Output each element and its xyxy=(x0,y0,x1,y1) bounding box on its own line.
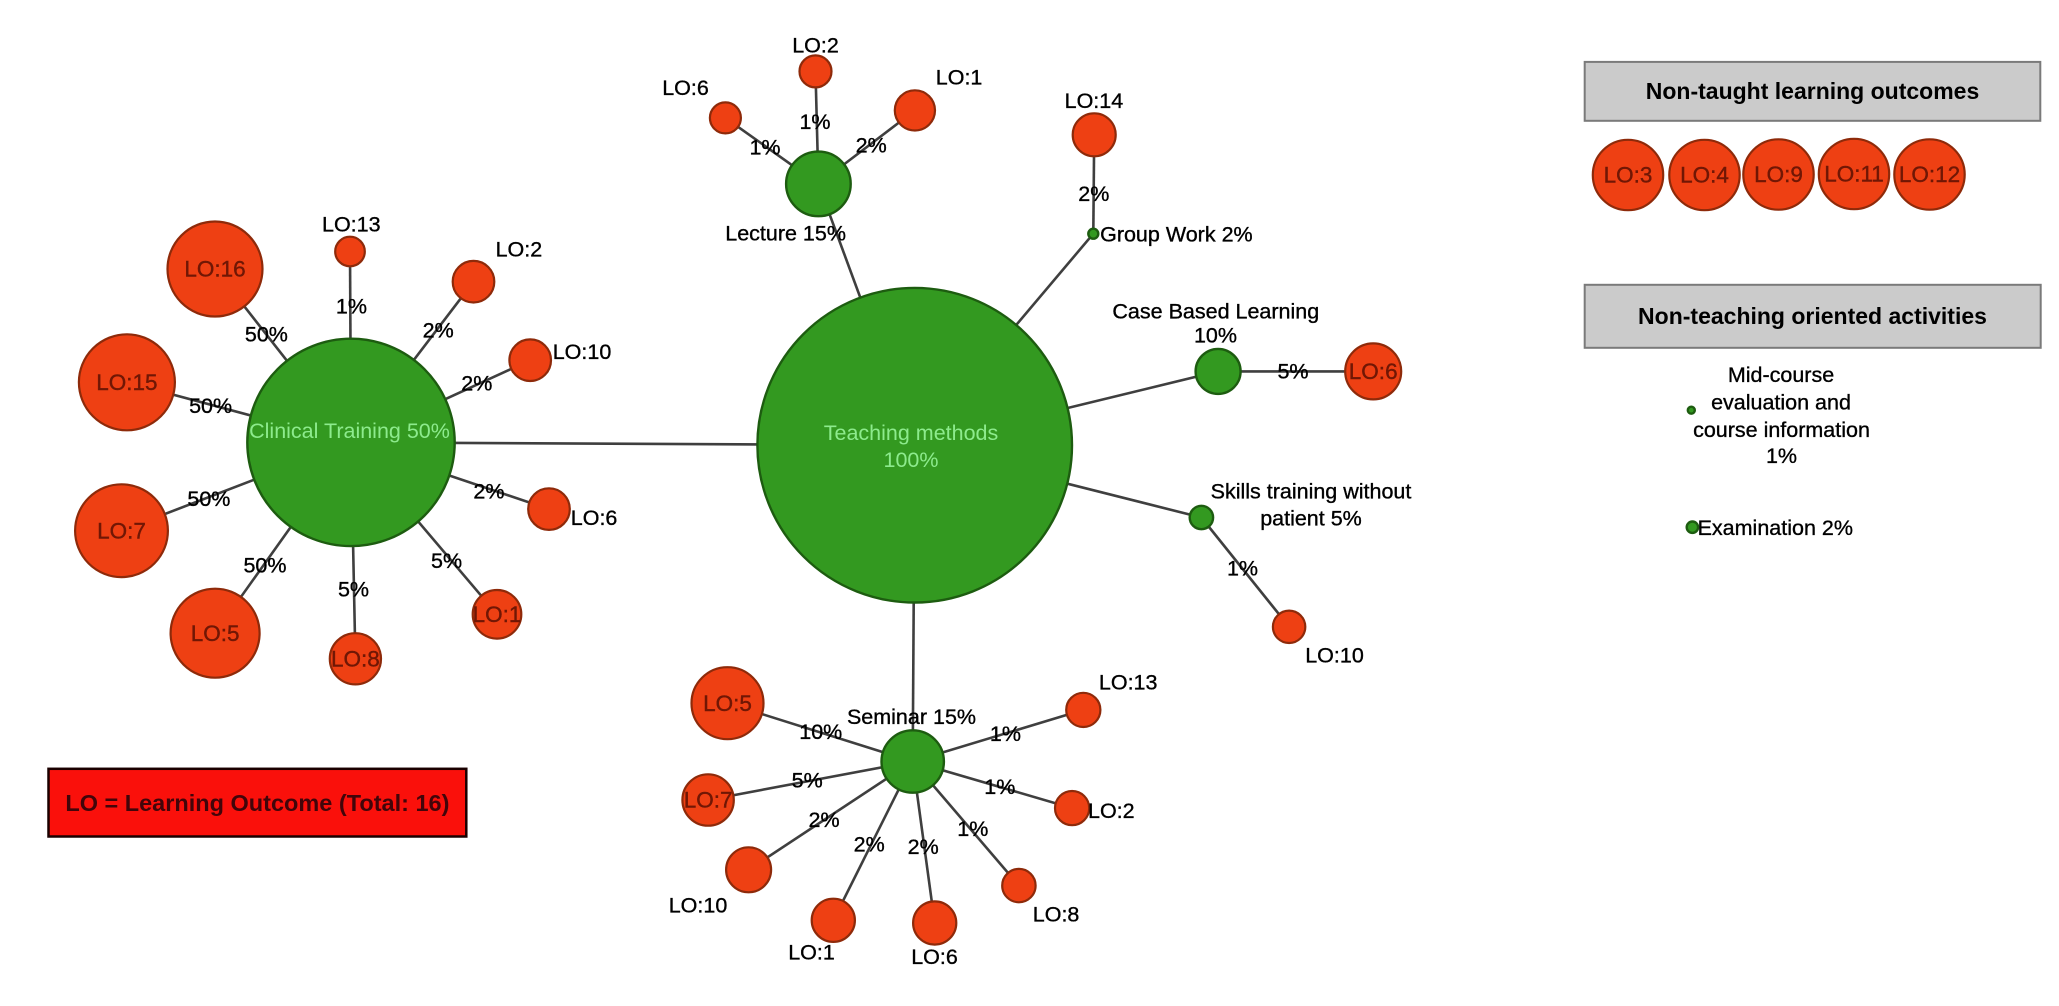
svg-text:10%: 10% xyxy=(799,720,842,744)
svg-text:Non-teaching oriented activiti: Non-teaching oriented activities xyxy=(1638,303,1987,329)
svg-text:LO:10: LO:10 xyxy=(1305,644,1364,668)
svg-text:LO:6: LO:6 xyxy=(662,76,709,100)
svg-text:LO:10: LO:10 xyxy=(669,893,728,917)
svg-text:patient 5%: patient 5% xyxy=(1260,507,1362,531)
svg-text:LO:9: LO:9 xyxy=(1754,162,1803,187)
svg-text:2%: 2% xyxy=(854,833,885,857)
svg-text:LO:6: LO:6 xyxy=(1349,359,1398,384)
svg-text:5%: 5% xyxy=(338,578,369,602)
svg-text:LO:12: LO:12 xyxy=(1899,162,1960,187)
svg-text:LO:7: LO:7 xyxy=(97,518,146,543)
svg-text:1%: 1% xyxy=(749,136,780,160)
svg-text:LO:8: LO:8 xyxy=(331,646,380,671)
svg-text:Mid-course: Mid-course xyxy=(1728,363,1834,387)
svg-text:LO:13: LO:13 xyxy=(1099,670,1158,694)
svg-text:evaluation and: evaluation and xyxy=(1711,391,1851,415)
svg-text:LO:11: LO:11 xyxy=(1824,162,1884,187)
svg-text:course information: course information xyxy=(1693,418,1870,442)
svg-text:2%: 2% xyxy=(423,319,454,343)
svg-text:Seminar 15%: Seminar 15% xyxy=(847,705,976,729)
svg-text:LO:8: LO:8 xyxy=(1033,902,1080,926)
svg-text:LO:5: LO:5 xyxy=(191,621,240,646)
svg-text:5%: 5% xyxy=(431,549,462,573)
svg-text:1%: 1% xyxy=(984,775,1015,799)
svg-text:100%: 100% xyxy=(884,448,939,472)
svg-text:2%: 2% xyxy=(856,134,887,158)
svg-text:Clinical Training 50%: Clinical Training 50% xyxy=(249,419,450,443)
svg-text:2%: 2% xyxy=(461,372,492,396)
svg-text:LO:6: LO:6 xyxy=(571,506,618,530)
svg-text:LO:7: LO:7 xyxy=(684,788,733,813)
svg-text:LO:13: LO:13 xyxy=(322,212,381,236)
svg-text:LO:10: LO:10 xyxy=(553,340,612,364)
svg-text:Group Work 2%: Group Work 2% xyxy=(1100,222,1253,246)
svg-text:2%: 2% xyxy=(473,480,504,504)
svg-text:LO:2: LO:2 xyxy=(792,34,839,58)
svg-text:1%: 1% xyxy=(957,817,988,841)
svg-text:LO:3: LO:3 xyxy=(1604,163,1653,188)
svg-text:1%: 1% xyxy=(1766,444,1797,468)
svg-text:50%: 50% xyxy=(245,322,288,346)
svg-text:1%: 1% xyxy=(799,110,830,134)
svg-text:Teaching methods: Teaching methods xyxy=(824,421,999,445)
svg-text:LO:1: LO:1 xyxy=(473,602,522,627)
svg-text:LO:2: LO:2 xyxy=(496,237,543,261)
svg-text:Examination 2%: Examination 2% xyxy=(1698,516,1853,540)
svg-text:1%: 1% xyxy=(336,294,367,318)
svg-text:5%: 5% xyxy=(792,768,823,792)
svg-text:LO:15: LO:15 xyxy=(96,370,157,395)
svg-text:50%: 50% xyxy=(243,553,286,577)
svg-text:LO = Learning Outcome (Total:: LO = Learning Outcome (Total: 16) xyxy=(65,790,449,816)
svg-text:LO:16: LO:16 xyxy=(184,257,245,282)
svg-text:LO:1: LO:1 xyxy=(936,66,983,90)
svg-text:1%: 1% xyxy=(990,722,1021,746)
svg-text:50%: 50% xyxy=(189,394,232,418)
svg-text:LO:5: LO:5 xyxy=(703,691,752,716)
svg-text:10%: 10% xyxy=(1194,324,1237,348)
svg-text:Skills training without: Skills training without xyxy=(1211,480,1412,504)
svg-text:LO:6: LO:6 xyxy=(911,945,958,969)
svg-text:50%: 50% xyxy=(187,487,230,511)
svg-text:2%: 2% xyxy=(1078,182,1109,206)
svg-text:5%: 5% xyxy=(1277,360,1308,384)
svg-text:2%: 2% xyxy=(908,835,939,859)
svg-text:Non-taught learning outcomes: Non-taught learning outcomes xyxy=(1646,78,1980,104)
svg-text:2%: 2% xyxy=(809,808,840,832)
svg-text:LO:2: LO:2 xyxy=(1088,799,1135,823)
svg-text:1%: 1% xyxy=(1227,557,1258,581)
svg-text:LO:4: LO:4 xyxy=(1680,163,1729,188)
svg-text:Lecture 15%: Lecture 15% xyxy=(725,221,846,245)
svg-text:Case Based Learning: Case Based Learning xyxy=(1112,299,1319,323)
svg-text:LO:1: LO:1 xyxy=(788,941,835,965)
svg-text:LO:14: LO:14 xyxy=(1065,89,1124,113)
